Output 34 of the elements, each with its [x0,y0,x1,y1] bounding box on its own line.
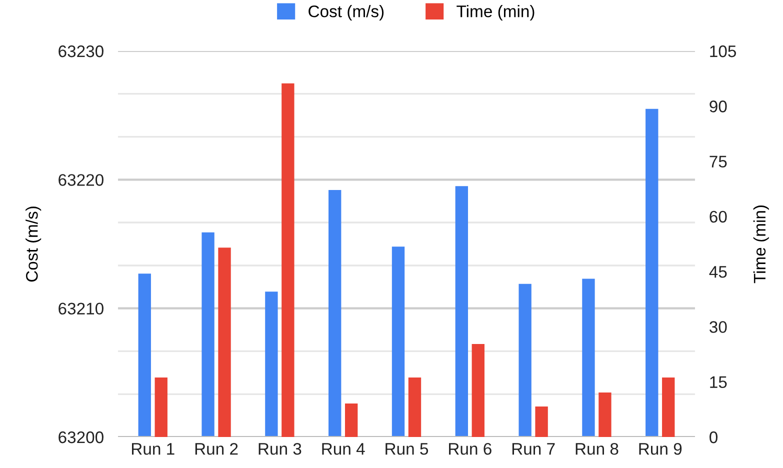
y-tick-label: 63200 [58,431,104,444]
legend-label: Time (min) [456,5,534,21]
y-tick-label: 63230 [58,45,104,58]
x-tick-label: Run 8 [576,442,618,455]
x-tick-label: Run 9 [639,442,682,455]
y2-tick-label: 90 [710,100,727,112]
x-tick-label: Run 1 [132,443,174,455]
y-axis-title: Cost (m/s) [26,206,42,282]
x-tick-label: Run 3 [258,442,302,455]
y2-tick-label: 0 [710,431,718,444]
bar [154,377,168,437]
x-tick-label: Run 4 [322,443,365,455]
y2-tick-label: 45 [709,266,727,278]
legend-label: Cost (m/s) [308,5,384,21]
y2-tick-label: 105 [710,45,736,58]
y2-tick-label: 75 [710,156,727,168]
y2-tick-label: 30 [710,321,727,333]
bar [218,248,231,437]
bar [472,344,484,437]
y2-tick-label: 15 [710,376,727,388]
bar [662,377,675,437]
x-tick-label: Run 2 [195,442,238,455]
y2-tick-label: 60 [710,210,727,223]
y2-axis-title: Time (min) [753,206,769,284]
bar [408,377,422,437]
y-tick-label: 63210 [58,302,104,315]
bar [598,392,612,437]
bar [344,404,358,437]
bar [535,406,548,437]
x-tick-label: Run 7 [512,443,555,455]
x-tick-label: Run 5 [386,443,428,455]
bar [282,83,294,437]
x-tick-label: Run 6 [449,442,492,455]
y-tick-label: 63220 [58,174,104,186]
